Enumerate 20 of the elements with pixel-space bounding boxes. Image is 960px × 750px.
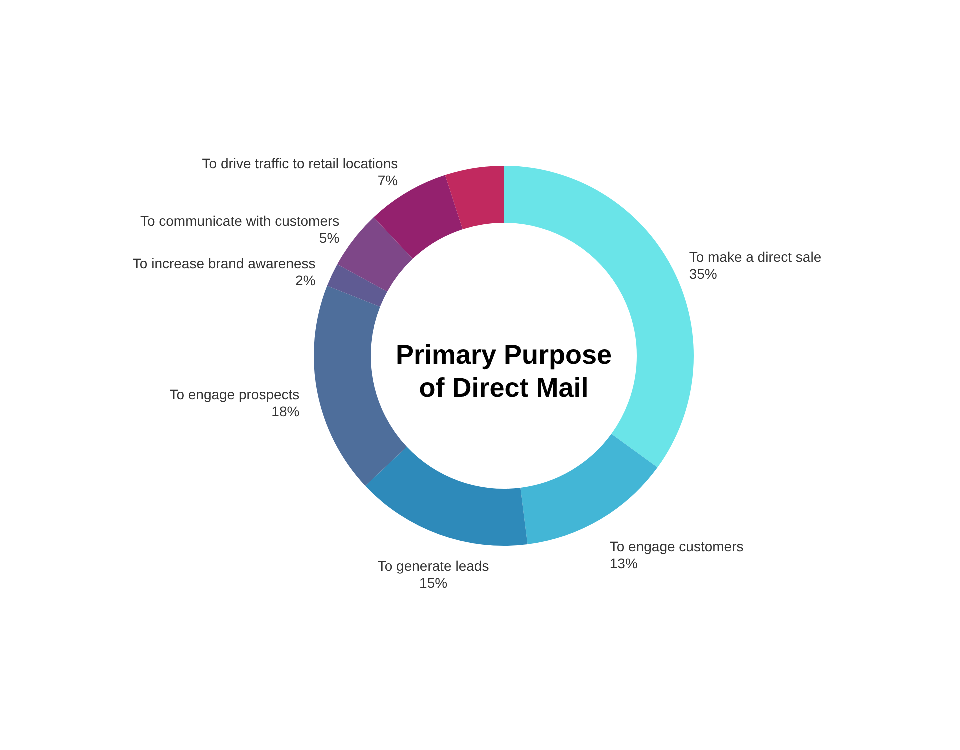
data-label: 18% [272,404,300,420]
data-label: 15% [420,574,448,591]
donut-slice [327,264,388,308]
data-label: 5% [319,230,340,246]
data-label: 13% [610,556,638,572]
data-label: 35% [689,266,718,282]
data-label: 7% [378,172,398,188]
slice-label: To generate leads [378,558,490,574]
donut-slice [374,175,463,260]
slice-label: To make a direct sale [689,249,822,266]
donut-slice [445,166,504,230]
slice-label: To communicate with customers [140,213,340,230]
donut-slice [338,217,413,292]
slice-label: To engage prospects [170,386,300,403]
slice-label: To drive traffic to retail locations [202,155,398,172]
text: Primary Purpose of Direct Mail [396,340,612,403]
donut-slice [365,447,528,546]
slice-label: To increase brand awareness [132,255,316,272]
data-label: 2% [296,272,316,288]
slice-label: To engage customers [610,538,744,555]
